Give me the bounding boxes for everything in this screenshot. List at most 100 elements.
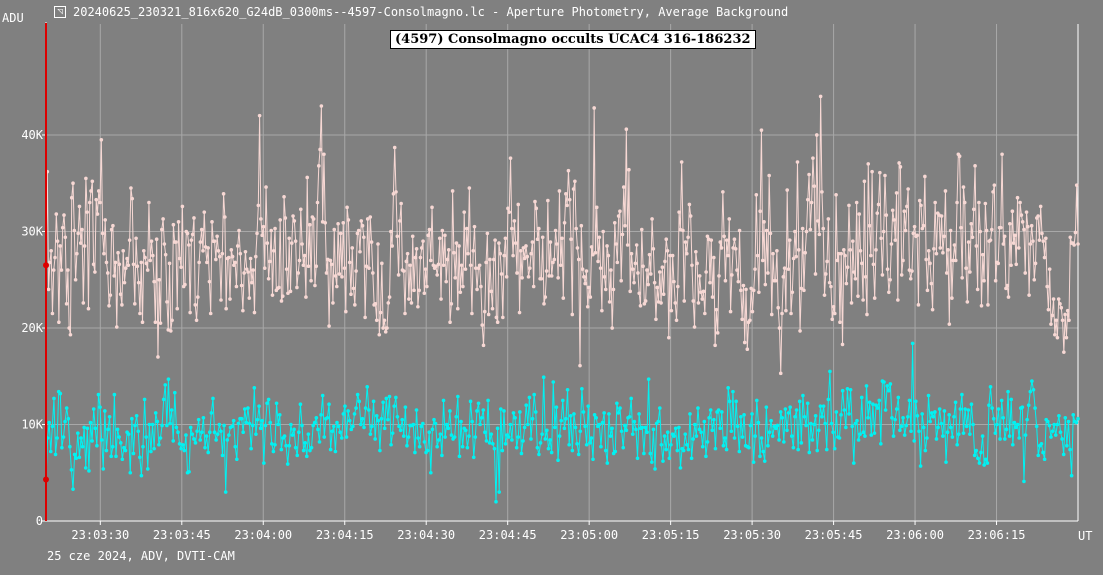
data-point	[1019, 213, 1024, 217]
data-point	[60, 225, 65, 230]
data-point	[73, 277, 78, 282]
data-point	[587, 285, 591, 290]
data-point	[802, 288, 806, 293]
data-point	[646, 282, 651, 287]
data-point	[659, 442, 664, 447]
data-point	[909, 429, 913, 434]
data-point	[276, 422, 280, 427]
data-point	[862, 179, 867, 184]
data-point	[149, 239, 154, 243]
data-point	[444, 279, 448, 284]
data-point	[473, 266, 478, 270]
data-point	[851, 239, 855, 243]
data-point	[592, 413, 597, 417]
data-point	[387, 394, 392, 399]
data-point	[578, 429, 583, 434]
data-point	[394, 395, 398, 400]
data-point	[664, 237, 669, 242]
data-point	[108, 293, 113, 297]
data-point	[845, 265, 850, 269]
data-point	[570, 448, 575, 453]
data-point	[989, 227, 994, 232]
data-point	[931, 414, 936, 419]
data-point	[814, 133, 819, 137]
data-point	[519, 248, 523, 253]
data-point	[305, 175, 310, 180]
data-point	[961, 185, 966, 189]
data-point	[838, 320, 842, 325]
data-point	[603, 448, 608, 453]
data-point	[663, 259, 667, 264]
data-point	[244, 420, 249, 425]
data-point	[979, 303, 984, 308]
data-point	[1009, 263, 1013, 268]
time-cursor[interactable]	[43, 23, 49, 521]
data-point	[253, 254, 258, 259]
data-point	[758, 454, 762, 459]
data-point	[683, 240, 688, 244]
data-point	[793, 229, 797, 234]
data-point	[55, 436, 59, 440]
data-point	[947, 322, 952, 326]
data-point	[295, 453, 300, 458]
data-point	[549, 274, 554, 278]
data-point	[80, 444, 85, 449]
data-point	[462, 210, 467, 214]
data-point	[774, 426, 778, 431]
data-point	[1061, 452, 1066, 457]
data-point	[898, 428, 902, 433]
data-point	[312, 420, 317, 425]
data-point	[647, 252, 652, 257]
data-point	[633, 261, 638, 266]
data-point	[1049, 322, 1053, 326]
data-point	[579, 223, 584, 228]
data-point	[498, 407, 503, 411]
data-point	[616, 214, 621, 218]
data-point	[713, 343, 717, 348]
data-point	[123, 448, 128, 453]
data-point	[621, 445, 626, 450]
cursor-marker[interactable]	[43, 476, 49, 483]
data-point	[661, 292, 666, 297]
data-point	[597, 235, 602, 240]
data-point	[1060, 437, 1064, 441]
data-point	[85, 210, 89, 214]
data-point	[823, 421, 827, 426]
data-point	[313, 283, 317, 288]
data-point	[371, 271, 375, 275]
data-point	[675, 448, 680, 453]
data-point	[142, 248, 146, 253]
data-point	[50, 311, 55, 316]
data-point	[384, 396, 389, 401]
data-point	[937, 407, 942, 411]
data-point	[437, 236, 442, 241]
data-point	[300, 423, 304, 428]
data-point	[201, 415, 206, 420]
data-point	[682, 299, 687, 303]
data-point	[553, 425, 557, 430]
data-point	[121, 248, 126, 253]
data-point	[759, 128, 764, 132]
data-point	[107, 414, 112, 419]
data-point	[754, 398, 759, 403]
data-point	[1013, 233, 1017, 238]
data-point	[902, 433, 907, 437]
data-point	[637, 412, 641, 416]
data-point	[96, 392, 101, 397]
lightcurve-app-icon[interactable]: ◹	[54, 6, 66, 18]
data-point	[180, 204, 185, 209]
data-point	[425, 284, 429, 289]
data-point	[519, 451, 524, 456]
data-point	[875, 211, 880, 215]
data-point	[389, 229, 393, 234]
data-point	[1056, 297, 1061, 301]
data-point	[567, 197, 572, 202]
data-point	[710, 295, 715, 299]
data-point	[691, 299, 696, 303]
cursor-marker[interactable]	[43, 262, 49, 269]
data-point	[296, 271, 301, 275]
data-point	[71, 181, 75, 186]
data-point	[339, 436, 344, 440]
data-point	[773, 278, 778, 283]
